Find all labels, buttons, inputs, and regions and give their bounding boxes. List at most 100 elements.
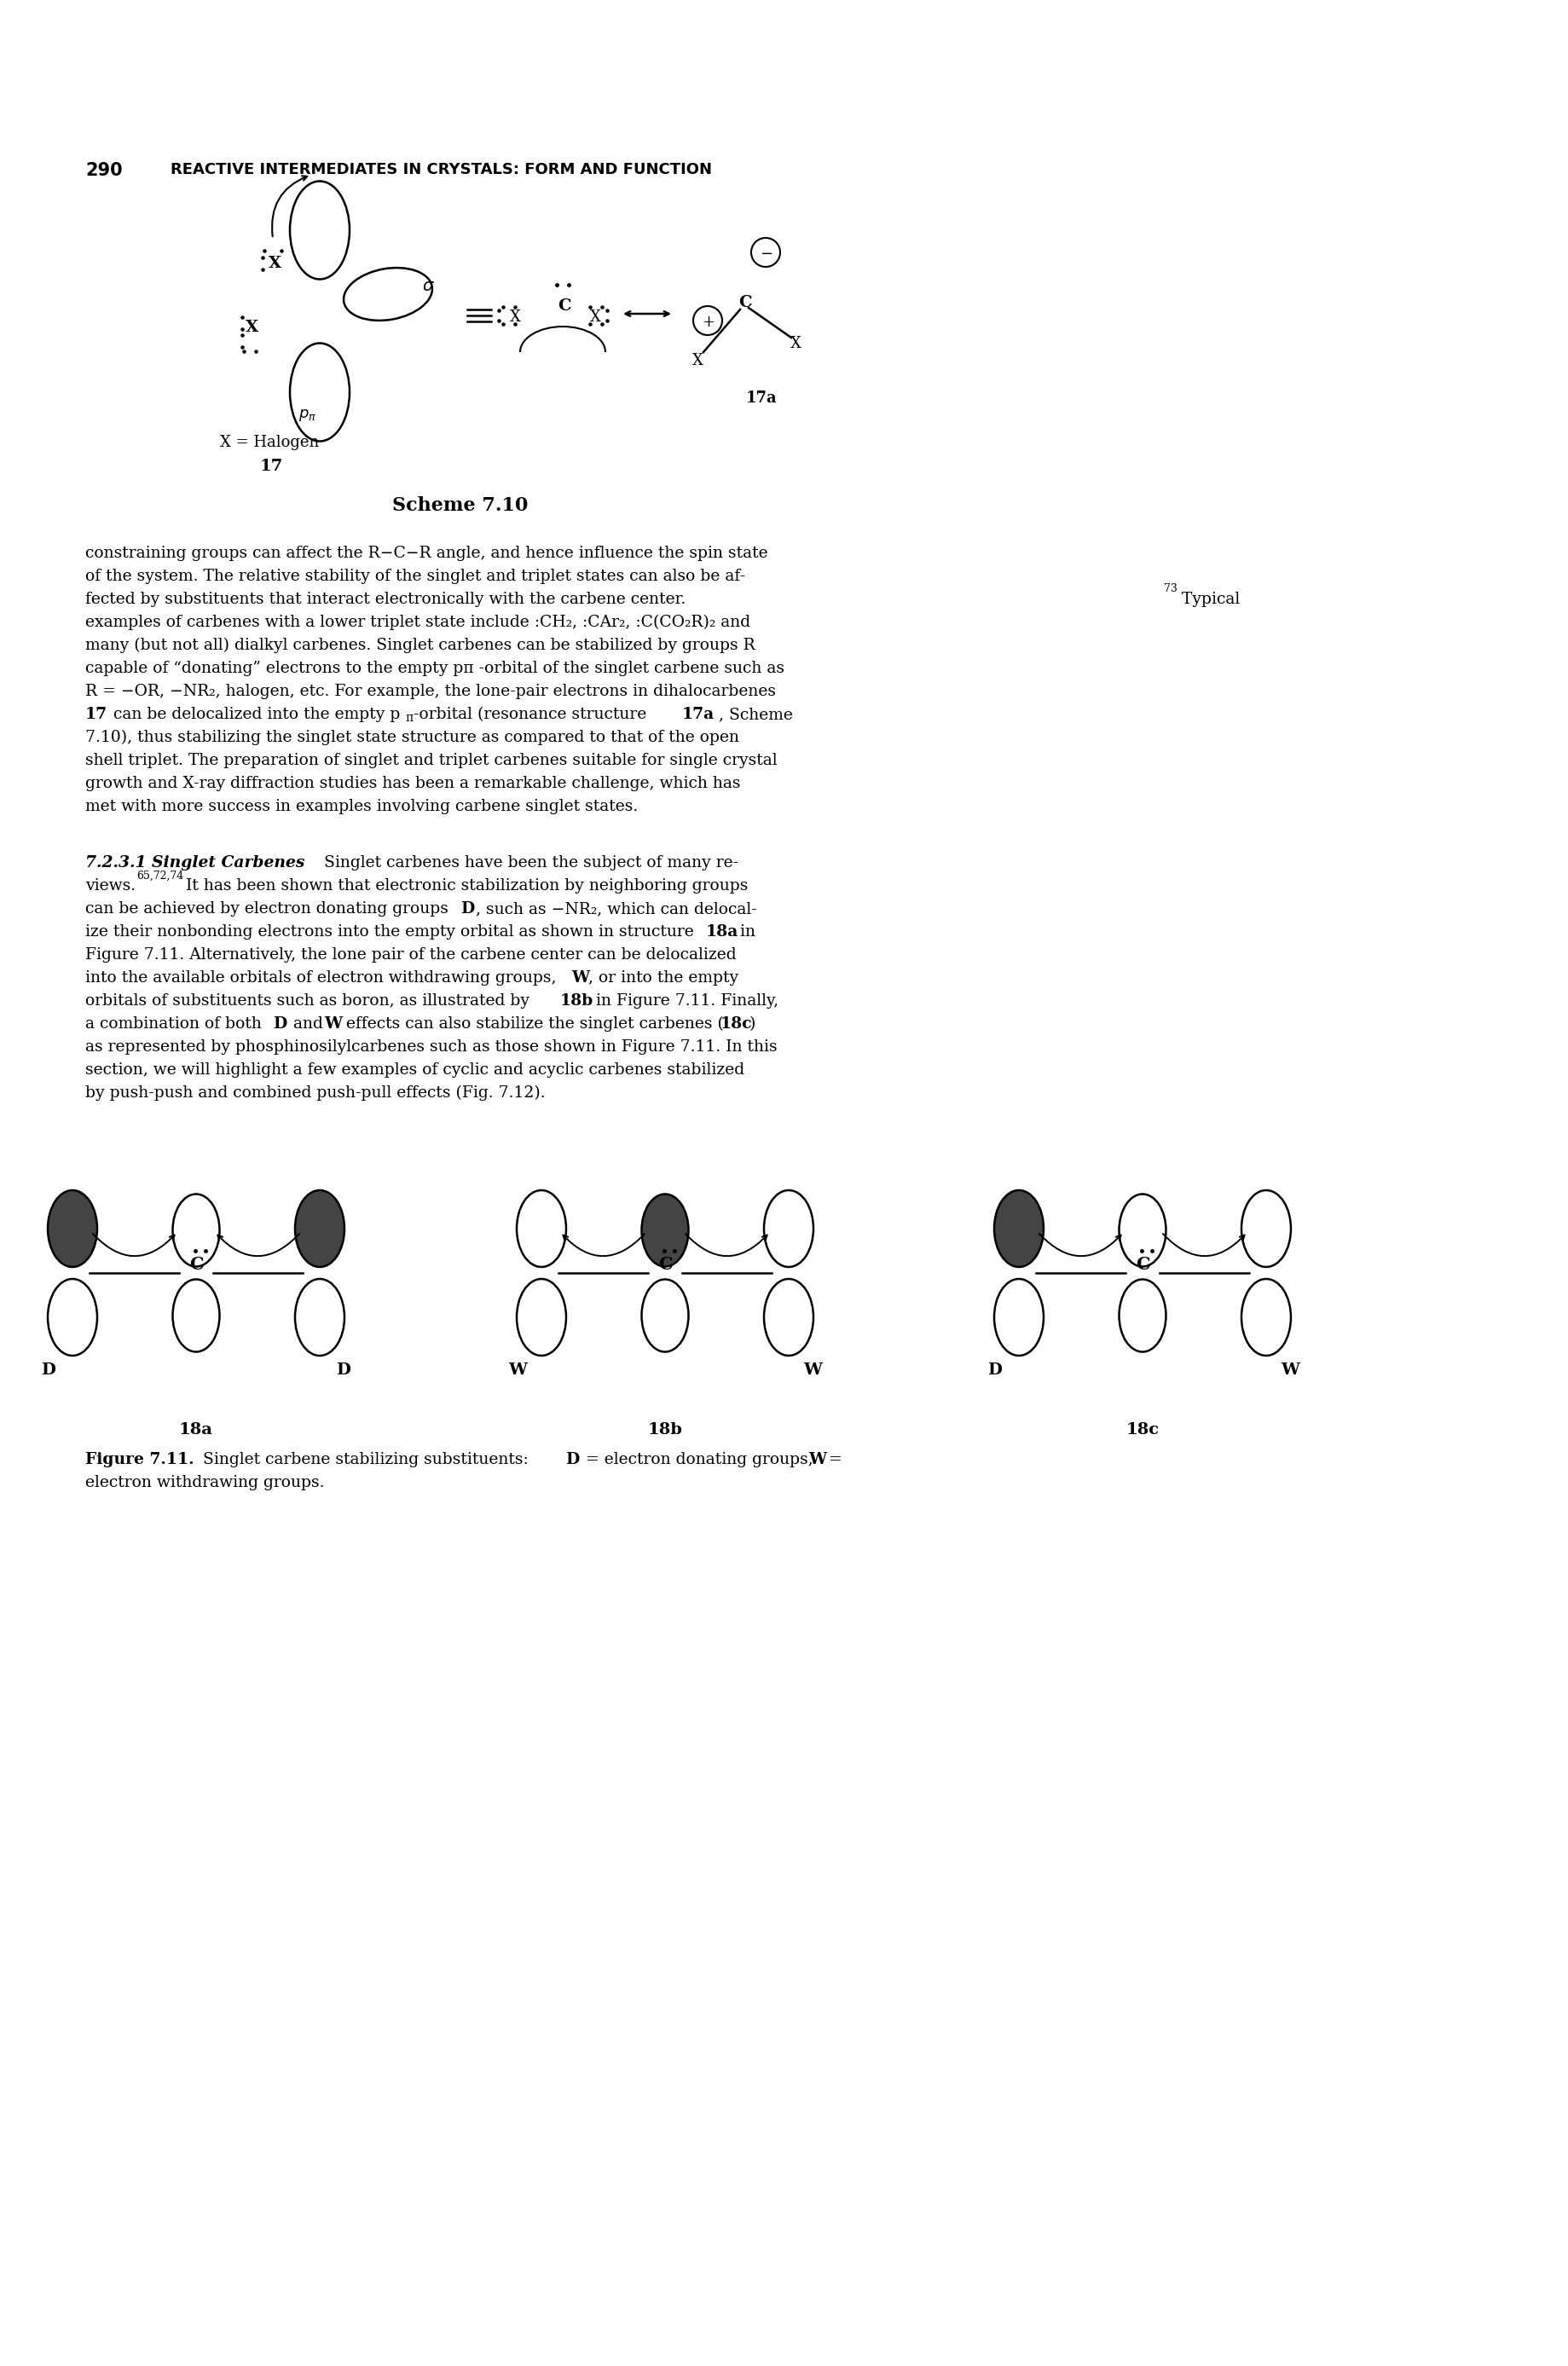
Text: D: D (273, 1017, 287, 1032)
Text: 290: 290 (85, 161, 122, 180)
Text: =: = (823, 1453, 842, 1467)
Text: 73: 73 (1163, 582, 1178, 594)
Text: X: X (510, 310, 521, 324)
Text: Figure 7.11.: Figure 7.11. (85, 1453, 194, 1467)
Ellipse shape (295, 1190, 345, 1266)
Text: examples of carbenes with a lower triplet state include :CH₂, :CAr₂, :C(CO₂R)₂ a: examples of carbenes with a lower triple… (85, 615, 751, 629)
Text: 17: 17 (260, 459, 284, 473)
Text: X: X (268, 256, 282, 272)
Text: met with more success in examples involving carbene singlet states.: met with more success in examples involv… (85, 800, 638, 814)
Text: −: − (760, 246, 773, 263)
Ellipse shape (1120, 1280, 1167, 1351)
Text: D: D (461, 901, 474, 916)
Ellipse shape (172, 1195, 220, 1266)
Ellipse shape (994, 1280, 1044, 1356)
Ellipse shape (1242, 1280, 1290, 1356)
Text: can be delocalized into the empty p: can be delocalized into the empty p (108, 707, 400, 722)
Text: W: W (1281, 1363, 1300, 1377)
Text: , or into the empty: , or into the empty (588, 970, 739, 987)
Ellipse shape (764, 1280, 814, 1356)
Text: C: C (739, 296, 751, 310)
Text: a combination of both: a combination of both (85, 1017, 267, 1032)
Ellipse shape (641, 1195, 688, 1266)
Ellipse shape (1242, 1190, 1290, 1266)
Ellipse shape (1120, 1195, 1167, 1266)
Text: in: in (735, 925, 756, 939)
Text: C: C (558, 298, 571, 315)
Text: 18b: 18b (648, 1422, 682, 1439)
Text: Figure 7.11. Alternatively, the lone pair of the carbene center can be delocaliz: Figure 7.11. Alternatively, the lone pai… (85, 946, 737, 963)
Ellipse shape (47, 1280, 97, 1356)
Ellipse shape (172, 1280, 220, 1351)
Text: = electron donating groups,: = electron donating groups, (580, 1453, 818, 1467)
Text: C: C (190, 1256, 204, 1273)
Text: ): ) (750, 1017, 756, 1032)
Text: D: D (988, 1363, 1002, 1377)
Text: D: D (41, 1363, 56, 1377)
Text: shell triplet. The preparation of singlet and triplet carbenes suitable for sing: shell triplet. The preparation of single… (85, 752, 778, 769)
Text: into the available orbitals of electron withdrawing groups,: into the available orbitals of electron … (85, 970, 561, 987)
Text: 18b: 18b (560, 994, 594, 1008)
Text: 17a: 17a (746, 390, 778, 407)
Text: many (but not all) dialkyl carbenes. Singlet carbenes can be stabilized by group: many (but not all) dialkyl carbenes. Sin… (85, 639, 756, 653)
Text: can be achieved by electron donating groups: can be achieved by electron donating gro… (85, 901, 453, 916)
Text: W: W (508, 1363, 527, 1377)
Text: effects can also stabilize the singlet carbenes (: effects can also stabilize the singlet c… (342, 1017, 724, 1032)
Text: constraining groups can affect the R−C−R angle, and hence influence the spin sta: constraining groups can affect the R−C−R… (85, 547, 768, 561)
Text: and: and (289, 1017, 328, 1032)
Text: Singlet carbenes have been the subject of many re-: Singlet carbenes have been the subject o… (314, 854, 739, 871)
Text: capable of “donating” electrons to the empty pπ -orbital of the singlet carbene : capable of “donating” electrons to the e… (85, 660, 784, 677)
Ellipse shape (47, 1190, 97, 1266)
Text: 7.10), thus stabilizing the singlet state structure as compared to that of the o: 7.10), thus stabilizing the singlet stat… (85, 729, 739, 745)
Text: -orbital (resonance structure: -orbital (resonance structure (414, 707, 652, 722)
Text: 17a: 17a (682, 707, 715, 722)
Text: 18a: 18a (179, 1422, 213, 1439)
Text: fected by substituents that interact electronically with the carbene center.: fected by substituents that interact ele… (85, 592, 685, 608)
Text: R = −OR, −NR₂, halogen, etc. For example, the lone-pair electrons in dihalocarbe: R = −OR, −NR₂, halogen, etc. For example… (85, 684, 776, 698)
Text: C: C (1135, 1256, 1149, 1273)
Text: as represented by phosphinosilylcarbenes such as those shown in Figure 7.11. In : as represented by phosphinosilylcarbenes… (85, 1039, 778, 1055)
Text: π: π (405, 712, 412, 724)
Text: orbitals of substituents such as boron, as illustrated by: orbitals of substituents such as boron, … (85, 994, 535, 1008)
Text: W: W (808, 1453, 826, 1467)
Text: +: + (702, 315, 715, 329)
Text: W: W (803, 1363, 822, 1377)
Text: X: X (693, 353, 704, 369)
Text: 18a: 18a (706, 925, 739, 939)
Text: REACTIVE INTERMEDIATES IN CRYSTALS: FORM AND FUNCTION: REACTIVE INTERMEDIATES IN CRYSTALS: FORM… (171, 161, 712, 177)
Text: by push-push and combined push-pull effects (Fig. 7.12).: by push-push and combined push-pull effe… (85, 1086, 546, 1100)
Ellipse shape (641, 1280, 688, 1351)
Text: , such as −NR₂, which can delocal-: , such as −NR₂, which can delocal- (475, 901, 757, 916)
Ellipse shape (764, 1190, 814, 1266)
Text: ize their nonbonding electrons into the empty orbital as shown in structure: ize their nonbonding electrons into the … (85, 925, 699, 939)
Text: Singlet carbene stabilizing substituents:: Singlet carbene stabilizing substituents… (198, 1453, 533, 1467)
Text: , Scheme: , Scheme (718, 707, 793, 722)
Text: section, we will highlight a few examples of cyclic and acyclic carbenes stabili: section, we will highlight a few example… (85, 1062, 745, 1077)
Text: Typical: Typical (1176, 592, 1240, 608)
Text: of the system. The relative stability of the singlet and triplet states can also: of the system. The relative stability of… (85, 568, 745, 584)
Text: $\sigma$: $\sigma$ (422, 279, 434, 293)
Text: W: W (325, 1017, 342, 1032)
Text: X = Halogen: X = Halogen (220, 435, 320, 450)
Text: It has been shown that electronic stabilization by neighboring groups: It has been shown that electronic stabil… (180, 878, 748, 894)
Text: D: D (337, 1363, 351, 1377)
Text: $p_\pi$: $p_\pi$ (298, 407, 317, 424)
Ellipse shape (994, 1190, 1044, 1266)
Ellipse shape (295, 1280, 345, 1356)
Text: W: W (571, 970, 590, 987)
Ellipse shape (517, 1190, 566, 1266)
Text: X: X (790, 336, 801, 350)
Text: X: X (246, 319, 259, 336)
Text: 17: 17 (85, 707, 108, 722)
Text: growth and X-ray diffraction studies has been a remarkable challenge, which has: growth and X-ray diffraction studies has… (85, 776, 740, 790)
Ellipse shape (517, 1280, 566, 1356)
Text: Scheme 7.10: Scheme 7.10 (392, 497, 528, 516)
Text: views.: views. (85, 878, 136, 894)
Text: 18c: 18c (1126, 1422, 1159, 1439)
Text: X: X (590, 310, 601, 324)
Text: 65,72,74: 65,72,74 (136, 871, 183, 883)
Text: C: C (659, 1256, 673, 1273)
Text: in Figure 7.11. Finally,: in Figure 7.11. Finally, (591, 994, 779, 1008)
Text: 7.2.3.1 Singlet Carbenes: 7.2.3.1 Singlet Carbenes (85, 854, 304, 871)
Text: D: D (566, 1453, 579, 1467)
